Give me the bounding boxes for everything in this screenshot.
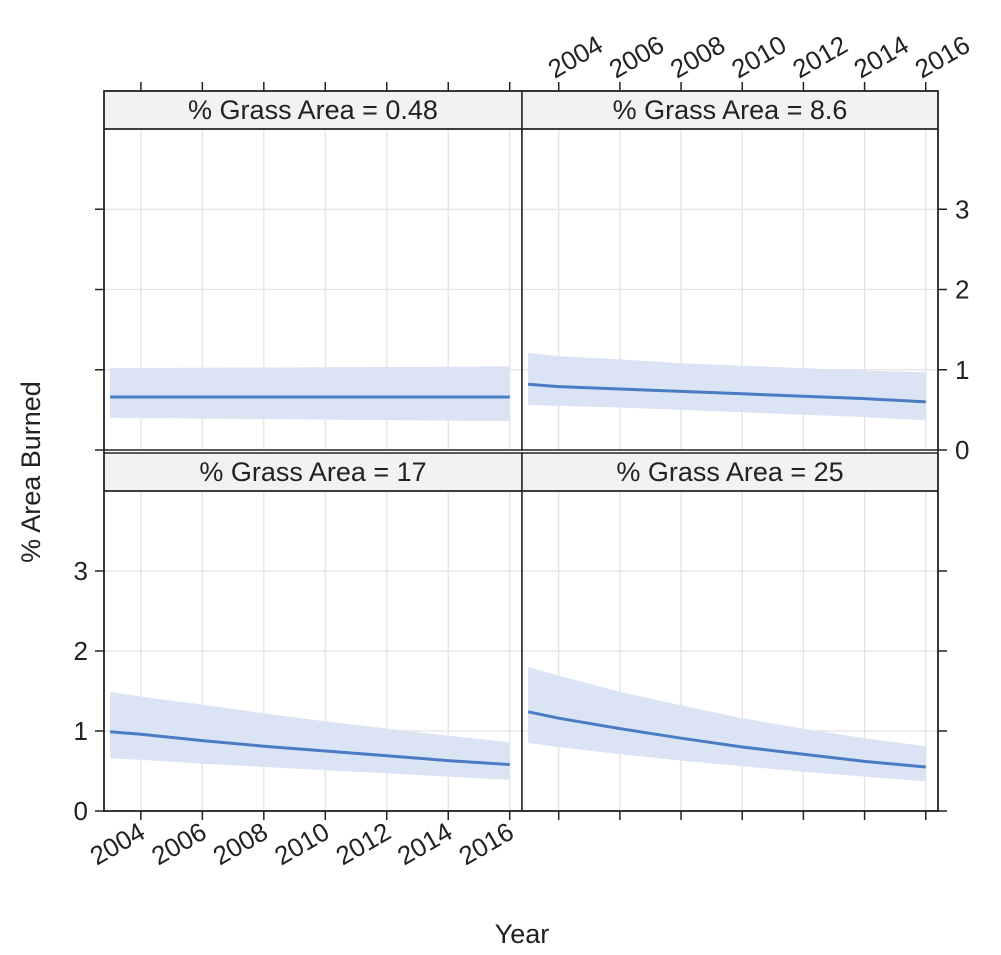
confidence-band — [110, 366, 510, 422]
strip-background — [103, 452, 523, 492]
outer-frame — [103, 90, 939, 812]
panel-3: % Grass Area = 17 — [103, 452, 523, 812]
x-tick-label: 2016 — [454, 816, 519, 871]
y-tick-label: 3 — [74, 556, 88, 586]
x-tick-label: 2010 — [269, 816, 334, 871]
y-tick-label: 0 — [74, 796, 88, 826]
x-tick-label-top: 2014 — [849, 29, 914, 84]
x-tick-label-top: 2016 — [910, 29, 975, 84]
strip-label: % Grass Area = 0.48 — [188, 95, 438, 125]
x-tick-label-top: 2004 — [543, 29, 608, 84]
confidence-band — [528, 352, 926, 421]
panel-gridlines — [522, 491, 938, 812]
y-tick-label: 2 — [74, 636, 88, 666]
strip-background — [521, 452, 939, 492]
x-tick-label: 2006 — [146, 816, 211, 871]
x-tick-label: 2014 — [392, 816, 457, 871]
y-tick-label: 1 — [74, 716, 88, 746]
y-tick-label-right: 3 — [955, 194, 969, 224]
y-tick-label-right: 0 — [955, 435, 969, 465]
panels-layer: % Grass Area = 0.48 % Grass Area = 8.6 % G… — [103, 90, 939, 812]
strip-label: % Grass Area = 25 — [616, 457, 843, 487]
fitted-line — [527, 382, 926, 404]
x-axis-title: Year — [495, 919, 550, 949]
y-tick-label-right: 1 — [955, 355, 969, 385]
strip-label: % Grass Area = 17 — [199, 457, 426, 487]
x-tick-label: 2008 — [208, 816, 273, 871]
x-tick-label: 2004 — [85, 816, 150, 871]
y-tick-label-right: 2 — [955, 275, 969, 305]
strip-label: % Grass Area = 8.6 — [613, 95, 848, 125]
x-tick-label-top: 2008 — [665, 29, 730, 84]
fitted-line — [527, 710, 926, 769]
fitted-line — [109, 730, 510, 767]
panel-1: % Grass Area = 0.48 — [103, 90, 523, 451]
y-axis-title: % Area Burned — [16, 381, 46, 563]
panel-4: % Grass Area = 25 — [521, 452, 939, 812]
x-tick-label-top: 2006 — [604, 29, 669, 84]
panel-2: % Grass Area = 8.6 — [521, 90, 939, 451]
x-tick-label-top: 2012 — [787, 29, 852, 84]
x-tick-label: 2012 — [331, 816, 396, 871]
x-tick-label-top: 2010 — [726, 29, 791, 84]
confidence-band — [528, 667, 926, 782]
